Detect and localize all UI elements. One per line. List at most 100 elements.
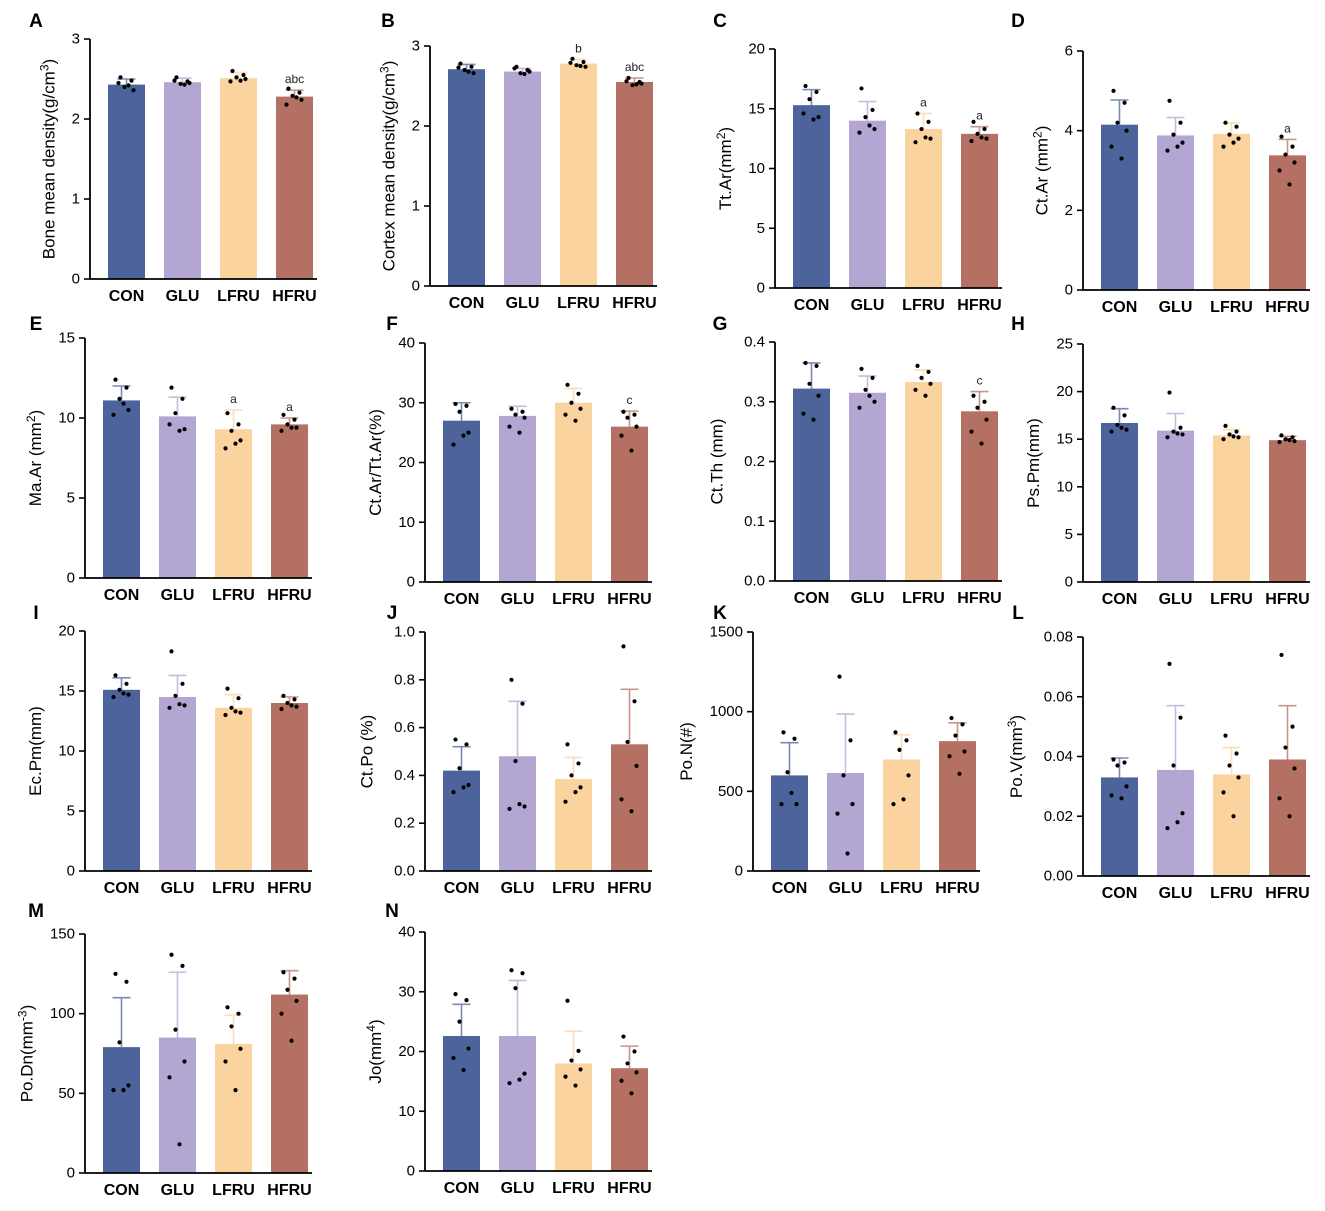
data-point <box>234 75 239 80</box>
data-point <box>173 411 178 416</box>
bar-con <box>793 388 830 581</box>
panel-letter: N <box>385 901 399 922</box>
panel-l: L CON GLU LFRU HFRU 0.00 0.02 0.04 0.06 0.08 Po.V(… <box>1005 603 1310 902</box>
bar-hfru <box>616 82 653 286</box>
data-point <box>177 702 182 707</box>
x-tick-label: HFRU <box>1265 299 1309 316</box>
data-point <box>121 1088 126 1093</box>
bar-hfru <box>276 96 313 279</box>
data-point <box>466 430 471 435</box>
data-point <box>187 80 192 86</box>
data-point <box>1171 429 1176 434</box>
data-point <box>238 1046 243 1051</box>
data-point <box>279 428 284 433</box>
data-point <box>897 747 902 753</box>
data-point <box>182 703 187 708</box>
x-tick-label: CON <box>772 880 808 897</box>
y-tick-label: 4 <box>1065 122 1073 139</box>
data-point <box>1115 763 1120 768</box>
data-point <box>116 80 121 86</box>
x-tick-label: LFRU <box>212 587 255 604</box>
data-point <box>111 412 116 417</box>
data-point <box>581 59 586 65</box>
data-point <box>1290 144 1295 149</box>
data-point <box>456 65 461 70</box>
x-tick-label: GLU <box>506 295 540 312</box>
x-tick-label: CON <box>794 297 830 314</box>
data-point <box>169 952 174 957</box>
data-point <box>1122 413 1127 418</box>
bar-lfru <box>560 63 597 286</box>
data-point <box>949 715 954 721</box>
data-point <box>230 68 235 74</box>
data-point <box>126 83 131 88</box>
x-tick-label: HFRU <box>267 1182 311 1199</box>
y-tick-label: 1500 <box>710 624 743 641</box>
data-point <box>1115 422 1120 428</box>
data-point <box>469 64 474 69</box>
y-tick-label: 0.2 <box>394 815 415 832</box>
data-point <box>1231 140 1236 145</box>
y-tick-label: 150 <box>50 926 75 943</box>
data-point <box>578 785 583 790</box>
data-point <box>1292 160 1297 165</box>
data-point <box>124 681 129 686</box>
data-point <box>926 119 931 124</box>
y-tick-label: 0.00 <box>1044 868 1073 885</box>
data-point <box>634 1070 639 1075</box>
panel-n: N CON GLU LFRU HFRU 0 10 20 30 40 Jo(mm4) <box>364 901 652 1197</box>
data-point <box>569 773 574 778</box>
data-point <box>117 687 122 692</box>
data-point <box>1124 784 1129 789</box>
data-point <box>522 415 527 420</box>
data-point <box>520 701 525 706</box>
data-point <box>576 391 581 396</box>
data-point <box>223 712 228 718</box>
data-point <box>177 428 182 433</box>
panel-letter: C <box>713 11 727 32</box>
x-tick-label: CON <box>104 1182 140 1199</box>
x-tick-label: GLU <box>851 297 885 314</box>
bar-glu <box>499 756 536 871</box>
data-point <box>634 82 639 87</box>
data-point <box>281 970 286 975</box>
data-point <box>1122 760 1127 765</box>
y-tick-label: 0 <box>1065 282 1073 299</box>
data-point <box>1236 136 1241 141</box>
data-point <box>563 1074 568 1079</box>
data-point <box>517 430 522 435</box>
y-tick-label: 10 <box>398 1103 415 1120</box>
data-point <box>229 705 234 710</box>
data-point <box>969 138 974 144</box>
data-point <box>915 111 920 116</box>
data-point <box>1279 652 1284 658</box>
data-point <box>1223 733 1228 738</box>
y-tick-label: 5 <box>1065 526 1073 543</box>
y-tick-label: 15 <box>1056 431 1073 448</box>
data-point <box>466 69 471 74</box>
data-point <box>173 1027 178 1032</box>
y-tick-label: 0.4 <box>394 767 415 784</box>
bar-lfru <box>905 382 942 581</box>
significance-label: abc <box>625 60 644 74</box>
data-point <box>1283 745 1288 750</box>
data-point <box>1180 432 1185 437</box>
panel-letter: B <box>381 11 395 32</box>
data-point <box>527 69 532 74</box>
data-point <box>461 785 466 790</box>
y-axis-label: Ma.Ar (mm2) <box>24 410 45 506</box>
panel-letter: G <box>713 314 728 335</box>
data-point <box>225 686 230 691</box>
bar-glu <box>827 773 864 871</box>
data-point <box>453 401 458 407</box>
panel-letter: L <box>1012 603 1024 624</box>
data-point <box>785 770 790 775</box>
data-point <box>867 123 872 128</box>
bar-con <box>443 770 480 871</box>
data-point <box>507 424 512 429</box>
data-point <box>1122 100 1127 105</box>
data-point <box>238 78 243 83</box>
x-tick-label: GLU <box>161 1182 195 1199</box>
y-axis-label: Tt.Ar(mm2) <box>714 127 735 210</box>
bar-glu <box>499 1035 536 1171</box>
